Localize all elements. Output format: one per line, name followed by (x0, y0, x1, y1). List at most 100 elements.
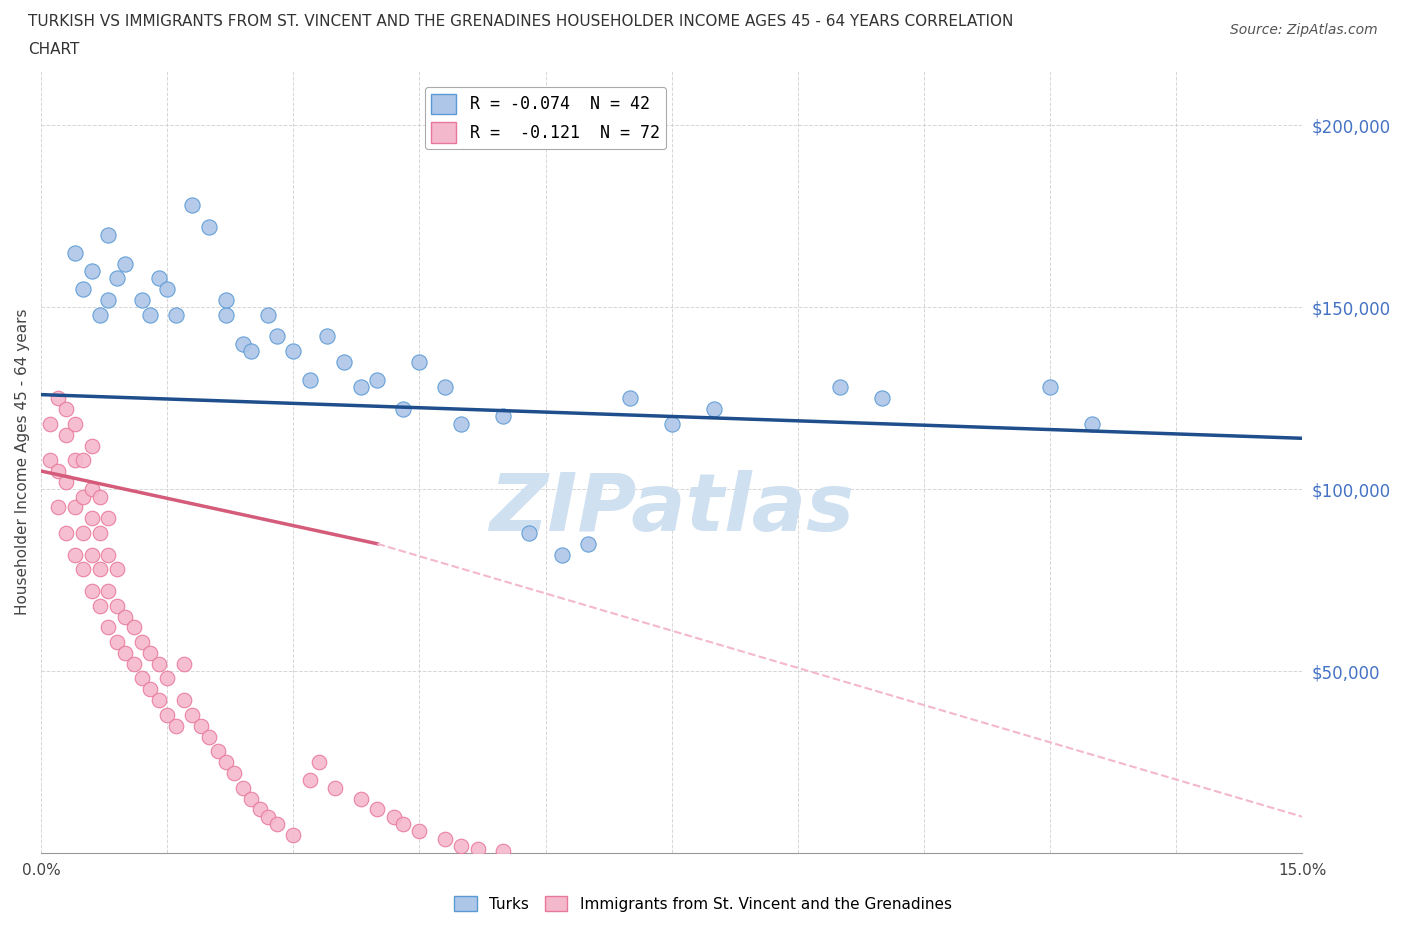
Point (198, 219, 221, 234)
Legend: Turks, Immigrants from St. Vincent and the Grenadines: Turks, Immigrants from St. Vincent and t… (449, 889, 957, 918)
Point (165, 307, 187, 322)
Point (148, 271, 170, 286)
Point (97, 584, 120, 599)
Point (190, 718, 212, 733)
Point (492, 844, 515, 858)
Point (619, 391, 641, 405)
Point (80, 547, 103, 562)
Point (576, 537, 599, 551)
Point (266, 817, 288, 831)
Point (139, 645, 162, 660)
Point (46, 500, 69, 515)
Point (89, 489, 111, 504)
Point (266, 329, 288, 344)
Point (366, 373, 388, 388)
Point (156, 708, 179, 723)
Point (80, 263, 103, 278)
Point (105, 271, 128, 286)
Point (148, 657, 170, 671)
Point (156, 282, 179, 297)
Point (517, 525, 540, 540)
Point (382, 809, 405, 824)
Point (215, 307, 238, 322)
Legend: R = -0.074  N = 42, R =  -0.121  N = 72: R = -0.074 N = 42, R = -0.121 N = 72 (425, 87, 666, 150)
Point (232, 337, 254, 352)
Point (63, 453, 86, 468)
Point (173, 657, 195, 671)
Point (232, 780, 254, 795)
Text: ZIPatlas: ZIPatlas (489, 470, 853, 548)
Point (703, 402, 725, 417)
Point (332, 354, 354, 369)
Point (249, 802, 271, 817)
Point (55, 427, 77, 442)
Point (97, 227, 120, 242)
Point (131, 293, 153, 308)
Point (89, 598, 111, 613)
Point (257, 307, 280, 322)
Point (433, 380, 456, 395)
Point (173, 693, 195, 708)
Point (240, 791, 263, 806)
Point (80, 511, 103, 525)
Point (72, 525, 94, 540)
Point (198, 729, 221, 744)
Point (257, 809, 280, 824)
Point (316, 329, 339, 344)
Point (240, 343, 263, 358)
Point (165, 718, 187, 733)
Point (1039, 380, 1062, 395)
Point (122, 620, 145, 635)
Point (63, 246, 86, 260)
Point (1081, 417, 1104, 432)
Point (72, 453, 94, 468)
Point (408, 824, 430, 839)
Text: TURKISH VS IMMIGRANTS FROM ST. VINCENT AND THE GRENADINES HOUSEHOLDER INCOME AGE: TURKISH VS IMMIGRANTS FROM ST. VINCENT A… (28, 14, 1014, 29)
Point (366, 802, 388, 817)
Point (114, 645, 136, 660)
Point (349, 791, 371, 806)
Point (299, 773, 322, 788)
Point (661, 417, 683, 432)
Point (114, 609, 136, 624)
Point (215, 293, 238, 308)
Point (391, 402, 413, 417)
Point (870, 391, 893, 405)
Point (89, 307, 111, 322)
Point (72, 282, 94, 297)
Point (97, 511, 120, 525)
Point (551, 547, 574, 562)
Point (89, 525, 111, 540)
Point (80, 438, 103, 453)
Point (38, 417, 60, 432)
Point (283, 828, 305, 843)
Point (105, 634, 128, 649)
Point (148, 693, 170, 708)
Point (72, 562, 94, 577)
Point (105, 598, 128, 613)
Point (299, 373, 322, 388)
Point (450, 838, 472, 853)
Point (114, 256, 136, 271)
Point (63, 547, 86, 562)
Point (139, 682, 162, 697)
Point (38, 453, 60, 468)
Text: CHART: CHART (28, 42, 80, 57)
Point (131, 671, 153, 685)
Point (72, 489, 94, 504)
Y-axis label: Householder Income Ages 45 - 64 years: Householder Income Ages 45 - 64 years (15, 309, 30, 615)
Point (433, 831, 456, 846)
Point (181, 708, 204, 723)
Point (97, 547, 120, 562)
Point (80, 584, 103, 599)
Point (325, 780, 347, 795)
Point (105, 562, 128, 577)
Point (224, 765, 246, 780)
Point (97, 620, 120, 635)
Point (63, 500, 86, 515)
Point (181, 198, 204, 213)
Point (89, 562, 111, 577)
Point (467, 842, 489, 857)
Point (450, 417, 472, 432)
Point (122, 657, 145, 671)
